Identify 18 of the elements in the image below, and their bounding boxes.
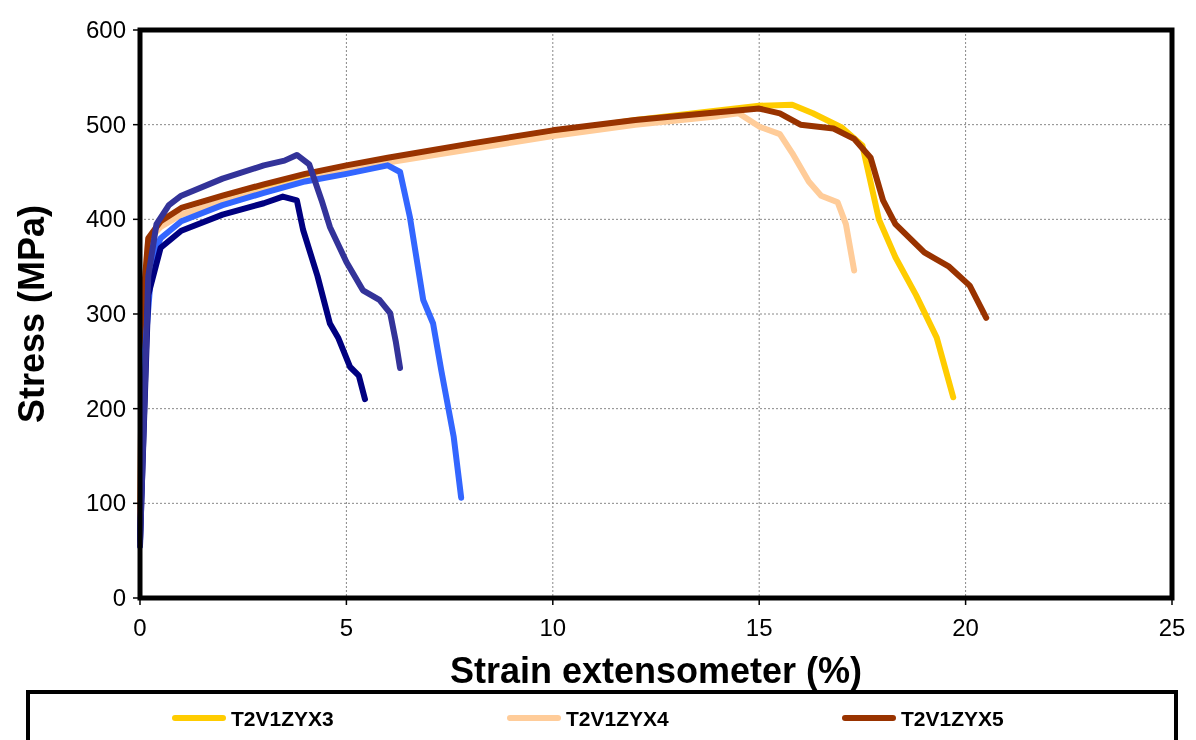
- legend-label: T2V1ZYX3: [231, 707, 334, 730]
- x-tick-label: 0: [133, 614, 147, 641]
- legend-label: T2V1ZYX4: [566, 707, 670, 730]
- x-tick-label: 10: [539, 614, 567, 641]
- x-tick-label: 15: [745, 614, 773, 641]
- x-tick-label: 25: [1158, 614, 1186, 641]
- legend-label: T2V1ZYX5: [901, 707, 1005, 730]
- y-tick-label: 0: [112, 584, 126, 611]
- y-tick-label: 500: [85, 110, 126, 138]
- y-tick-label: 400: [85, 205, 126, 233]
- y-tick-label: 600: [85, 16, 126, 43]
- x-axis-title: Strain extensometer (%): [449, 650, 863, 691]
- y-tick-label: 100: [85, 489, 126, 517]
- x-tick-label: 5: [339, 614, 354, 641]
- y-tick-label: 300: [85, 300, 126, 327]
- y-axis-title: Stress (MPa): [11, 204, 52, 424]
- x-tick-label: 20: [952, 614, 979, 641]
- y-tick-label: 200: [85, 394, 126, 422]
